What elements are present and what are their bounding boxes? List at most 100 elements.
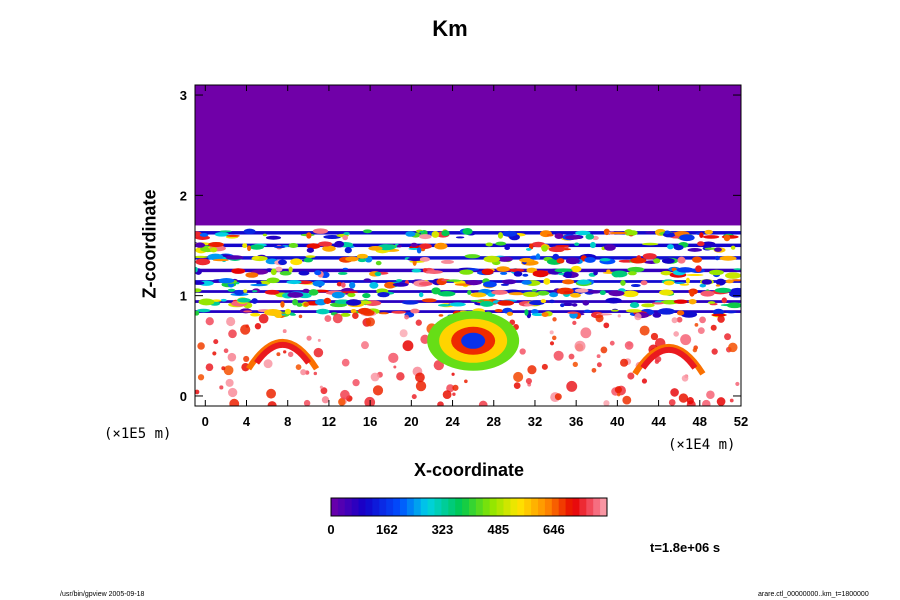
colorbar-cell (434, 498, 442, 516)
turbulence-blob (407, 257, 424, 261)
colorbar-cell (551, 498, 560, 516)
turbulence-blob (548, 246, 565, 253)
turbulence-blob (610, 309, 619, 312)
turbulence-blob (316, 308, 330, 315)
turbulence-blob (724, 272, 741, 279)
turbulence-blob (312, 280, 325, 287)
patch-blob (213, 339, 219, 345)
turbulence-blob (431, 230, 440, 238)
turbulence-blob (212, 258, 229, 262)
patch-blob (580, 327, 592, 339)
colorbar-cell (544, 498, 553, 516)
turbulence-blob (497, 300, 515, 306)
turbulence-blob (622, 290, 639, 298)
turbulence-blob (605, 297, 622, 304)
turbulence-blob (363, 229, 372, 234)
patch-blob (313, 371, 318, 376)
turbulence-blob (589, 241, 596, 249)
turbulence-blob (446, 279, 461, 282)
turbulence-blob (715, 284, 721, 287)
turbulence-blob (392, 282, 409, 287)
turbulence-blob (455, 236, 465, 239)
turbulence-blob (249, 244, 264, 250)
turbulence-blob (245, 272, 259, 278)
patch-blob (716, 397, 726, 406)
colorbar-cell (413, 498, 422, 516)
turbulence-blob (262, 233, 267, 237)
turbulence-blob (334, 240, 345, 248)
turbulence-blob (689, 289, 695, 297)
turbulence-blob (418, 281, 433, 286)
turbulence-blob (437, 291, 456, 297)
time-label: t=1.8e+06 s (650, 540, 721, 555)
turbulence-blob (640, 280, 648, 286)
patch-blob (254, 323, 262, 330)
turbulence-blob (721, 297, 727, 304)
turbulence-blob (225, 255, 244, 260)
turbulence-blob (652, 312, 662, 318)
turbulence-blob (279, 271, 292, 276)
upper-layer (195, 85, 741, 226)
turbulence-blob (347, 292, 356, 298)
patch-blob (650, 332, 659, 341)
patch-blob (617, 314, 621, 318)
colorbar-tick-label: 646 (543, 522, 565, 537)
turbulence-blob (707, 301, 716, 304)
turbulence-blob (564, 235, 582, 240)
patch-blob (600, 346, 608, 354)
turbulence-blob (226, 234, 240, 237)
patch-blob (437, 401, 444, 406)
turbulence-blob (438, 314, 444, 317)
x-tick-label: 36 (569, 414, 583, 429)
band-3 (195, 312, 740, 406)
turbulence-blob (695, 265, 702, 273)
colorbar-cell (475, 498, 484, 516)
turbulence-blob (657, 308, 676, 315)
turbulence-blob (629, 302, 640, 309)
patch-blob (641, 378, 648, 384)
arc-contour (640, 347, 698, 370)
patch-blob (243, 355, 250, 362)
turbulence-blob (676, 310, 685, 316)
patch-blob (595, 314, 604, 323)
patch-blob (694, 323, 699, 327)
turbulence-blob (726, 302, 741, 309)
patch-blob (717, 315, 725, 323)
turbulence-blob (673, 299, 688, 304)
x-tick-label: 28 (487, 414, 501, 429)
patch-blob (227, 387, 238, 398)
patch-blob (295, 364, 302, 370)
turbulence-blob (337, 271, 348, 275)
turbulence-blob (555, 244, 570, 247)
turbulence-blob (266, 277, 280, 284)
turbulence-blob (467, 290, 472, 295)
colorbar-cell (344, 498, 353, 516)
colorbar-cell (351, 498, 360, 516)
colorbar-frame (330, 497, 608, 517)
turbulence-blob (323, 234, 341, 240)
turbulence-blob (653, 258, 661, 264)
colorbar-cell (331, 498, 339, 516)
y-tick-label: 1 (180, 289, 187, 304)
turbulence-blob (715, 255, 720, 261)
turbulence-blob (660, 270, 672, 276)
colorbar-cell (531, 498, 539, 516)
patch-blob (225, 378, 234, 387)
turbulence-blob (535, 253, 541, 260)
turbulence-blob (342, 267, 348, 270)
colorbar-cell (448, 498, 456, 516)
turbulence-blob (577, 279, 591, 285)
turbulence-blob (218, 278, 235, 284)
patch-blob (676, 316, 683, 323)
turbulence-blob (494, 308, 503, 313)
turbulence-blob (196, 308, 211, 313)
turbulence-blob (305, 255, 316, 258)
colorbar-cell (358, 498, 366, 516)
patch-blob (205, 317, 214, 326)
turbulence-blob (584, 256, 596, 263)
turbulence-blob (234, 289, 244, 296)
turbulence-blob (733, 268, 741, 271)
turbulence-blob (704, 229, 713, 235)
turbulence-blob (434, 242, 448, 250)
turbulence-blob (306, 247, 315, 253)
